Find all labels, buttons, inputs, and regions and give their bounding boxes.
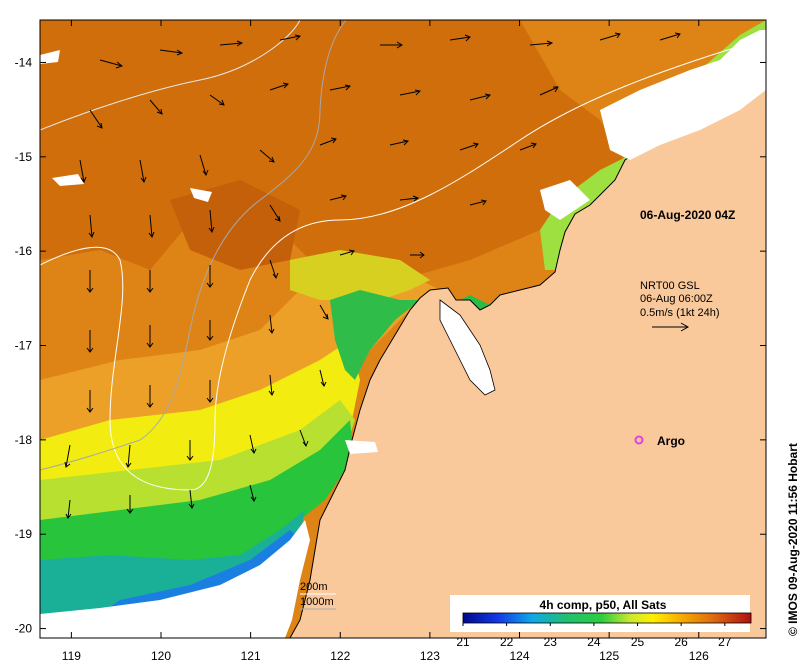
lat-tick-label: -14 [15, 55, 33, 69]
latitude-axis: -14 -15 -16 -17 -18 -19 -20 [15, 55, 766, 636]
colorbar-tick-label: 21 [456, 635, 470, 649]
lon-tick-label: 119 [62, 649, 81, 663]
current-time-label: 06-Aug 06:00Z [640, 293, 713, 305]
lat-tick-label: -20 [15, 622, 33, 636]
contour-legend-1000m: 1000m [300, 596, 334, 608]
argo-marker-icon [634, 435, 644, 445]
ocean-hot-core [170, 180, 300, 270]
contour-legend-200m: 200m [300, 581, 328, 593]
current-source-label: NRT00 GSL [640, 280, 700, 292]
cloud-1 [52, 174, 84, 186]
nodata-south [40, 520, 310, 638]
colorbar-tick-label: 24 [587, 635, 601, 649]
land [290, 40, 766, 638]
plot-frame [39, 19, 767, 639]
longitude-axis: 119 120 121 122 123 124 125 126 [62, 20, 709, 663]
lon-tick-label: 121 [241, 649, 261, 663]
colorbar-ticks: 21 22 23 24 25 26 27 [456, 623, 732, 649]
colorbar: 4h comp, p50, All Sats 21 22 23 24 25 26 27 [450, 595, 752, 649]
cloud-2 [190, 188, 212, 202]
scale-arrow [652, 322, 690, 332]
colorbar-gradient [462, 612, 752, 624]
colorbar-tick-label: 22 [500, 635, 514, 649]
lon-tick-label: 124 [510, 649, 530, 663]
colorbar-tick-label: 25 [631, 635, 645, 649]
current-arrows [64, 32, 681, 519]
lon-tick-label: 125 [599, 649, 619, 663]
cloud-ne [600, 30, 766, 160]
lat-tick-label: -15 [15, 150, 33, 164]
plot-area [40, 20, 766, 638]
ocean-teal [40, 510, 305, 620]
cloud-sound [345, 440, 378, 454]
colorbar-tick-label: 23 [544, 635, 558, 649]
king-sound-water [439, 299, 496, 396]
cloud-east [540, 180, 590, 220]
contour-200m [40, 39, 761, 491]
lat-tick-label: -18 [15, 433, 33, 447]
lon-tick-label: 126 [689, 649, 709, 663]
ocean-green-nearshore [330, 290, 420, 380]
ocean-yellow-patch [290, 250, 430, 300]
lat-tick-label: -19 [15, 527, 33, 541]
cloud-3 [40, 50, 60, 64]
colorbar-title: 4h comp, p50, All Sats [540, 598, 667, 612]
lon-tick-label: 122 [330, 649, 350, 663]
lon-tick-label: 123 [420, 649, 440, 663]
lat-tick-label: -16 [15, 244, 33, 258]
colorbar-tick-label: 26 [675, 635, 689, 649]
current-scale-label: 0.5m/s (1kt 24h) [640, 307, 719, 319]
lat-tick-label: -17 [15, 339, 33, 353]
contour-200m-north [40, 20, 301, 131]
argo-label: Argo [657, 434, 685, 448]
credit-label: © IMOS 09-Aug-2020 11:56 Hobart [786, 443, 800, 636]
contour-1000m [40, 20, 347, 471]
timestamp-label: 06-Aug-2020 04Z [640, 208, 735, 222]
lon-tick-label: 120 [151, 649, 171, 663]
colorbar-tick-label: 27 [718, 635, 732, 649]
